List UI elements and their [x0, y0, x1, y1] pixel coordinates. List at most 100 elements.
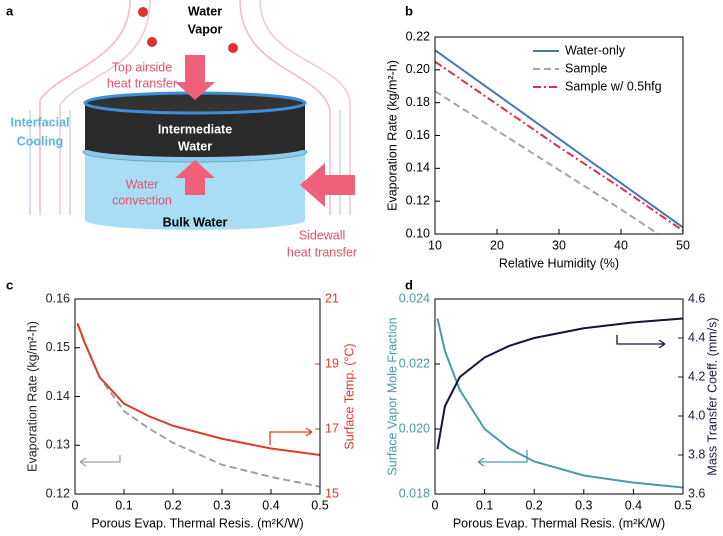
y-tick-label: 0.13: [46, 438, 70, 452]
y-tick-label: 0.18: [406, 95, 430, 109]
molecules: [138, 7, 238, 53]
molecule: [138, 7, 148, 17]
label: Interfacial: [10, 115, 69, 129]
y-axis-label: Evaporation Rate (kg/m²-h): [25, 321, 39, 472]
series-line: [76, 323, 321, 456]
axis-arrows: [79, 335, 666, 467]
label: Top airside: [112, 60, 172, 74]
flow-line: [239, 0, 331, 215]
y-tick-label: 0.024: [399, 291, 430, 305]
label: heat transfer: [287, 245, 357, 259]
y-axis-label: Surface Vapor Mole Fraction: [385, 317, 399, 475]
y-tick-label: 0.12: [406, 193, 430, 207]
y-tick-label: 0.12: [46, 486, 70, 500]
y-tick-label: 0.20: [406, 62, 430, 76]
x-tick-label: 0.1: [476, 498, 493, 512]
y-tick-label: 0.022: [399, 356, 430, 370]
diagram: a Water Vapor Top airside heat transfer …: [6, 0, 357, 259]
panel-label: c: [6, 277, 13, 292]
y2-tick-label: 19: [325, 356, 339, 370]
intermediate-bottom: [85, 139, 305, 157]
x-tick-label: 40: [614, 238, 628, 252]
y2-tick-label: 4.6: [688, 291, 705, 305]
flow-line: [259, 0, 351, 215]
label: Water: [188, 4, 222, 18]
molecule: [147, 37, 157, 47]
x-tick-label: 50: [676, 238, 690, 252]
series-line: [436, 318, 684, 489]
y2-tick-label: 17: [325, 421, 339, 435]
y2-tick-label: 15: [325, 486, 339, 500]
y-tick-label: 0.14: [46, 389, 70, 403]
arrow: [477, 450, 528, 467]
x-tick-label: 0.5: [674, 498, 691, 512]
y2-tick-label: 3.6: [688, 486, 705, 500]
series-line: [434, 49, 684, 229]
x-tick-label: 0.3: [213, 498, 230, 512]
y2-tick-label: 4.4: [688, 330, 705, 344]
panel-label: b: [405, 3, 413, 18]
label: Bulk Water: [163, 215, 228, 229]
arrow: [79, 455, 121, 467]
y-tick-label: 0.020: [399, 421, 430, 435]
flow-line: [59, 0, 151, 215]
x-tick-label: 0.4: [262, 498, 279, 512]
plot-frame: [434, 298, 684, 495]
y-tick-label: 0.16: [406, 128, 430, 142]
sidewall-arrow: [300, 163, 355, 207]
y2-tick-label: 21: [325, 291, 339, 305]
flow-line: [29, 110, 341, 215]
y-axis-label: Evaporation Rate (kg/m²-h): [385, 60, 399, 211]
series-line: [434, 90, 659, 235]
y-tick-label: 0.10: [406, 226, 430, 240]
label: Water: [126, 177, 159, 191]
y2-axis-label: Surface Temp. (°C): [342, 343, 356, 449]
x-tick-label: 0.4: [625, 498, 642, 512]
y-tick-label: 0.018: [399, 486, 430, 500]
legend-label: Water-only: [565, 43, 626, 57]
x-tick-label: 0.5: [311, 498, 328, 512]
y2-tick-label: 4.2: [688, 369, 705, 383]
label: Sidewall: [299, 228, 346, 242]
x-tick-label: 0.2: [526, 498, 543, 512]
y-tick-label: 0.15: [46, 340, 70, 354]
x-tick-label: 0: [432, 498, 439, 512]
label: Intermediate: [158, 122, 232, 136]
convection-arrow: [175, 160, 215, 195]
label: Cooling: [17, 134, 64, 148]
panel-label: d: [405, 277, 413, 292]
x-tick-label: 30: [552, 238, 566, 252]
y-tick-label: 0.16: [46, 291, 70, 305]
series-line: [436, 317, 684, 450]
arrow: [616, 335, 666, 349]
bulk-bottom: [85, 210, 305, 230]
x-tick-label: 0: [72, 498, 79, 512]
x-tick-label: 0.2: [164, 498, 181, 512]
arrow: [269, 427, 313, 445]
y-tick-label: 0.14: [406, 161, 430, 175]
y2-tick-label: 3.8: [688, 447, 705, 461]
x-tick-label: 20: [490, 238, 504, 252]
flow-lines: [29, 0, 351, 215]
legend-label: Sample w/ 0.5hfg: [565, 79, 662, 93]
label: Water: [178, 139, 212, 153]
x-axis-label: Relative Humidity (%): [499, 256, 619, 270]
label: convection: [112, 193, 172, 207]
y2-axis-label: Mass Transfer Coeff. (mm/s): [705, 317, 719, 475]
plot-frame: [74, 298, 321, 495]
x-axis-label: Porous Evap. Thermal Resis. (m²K/W): [91, 516, 303, 530]
plot-frame: [434, 36, 684, 235]
x-tick-label: 0.1: [115, 498, 132, 512]
label: Vapor: [188, 22, 223, 36]
flow-line: [39, 0, 131, 215]
top-arrow: [175, 55, 215, 100]
label: heat transfer: [107, 76, 177, 90]
panel-label: a: [6, 3, 14, 18]
molecule: [228, 43, 238, 53]
y2-tick-label: 4.0: [688, 408, 705, 422]
x-tick-label: 0.3: [575, 498, 592, 512]
y-tick-label: 0.22: [406, 29, 430, 43]
x-tick-label: 10: [428, 238, 442, 252]
legend-label: Sample: [565, 61, 607, 75]
